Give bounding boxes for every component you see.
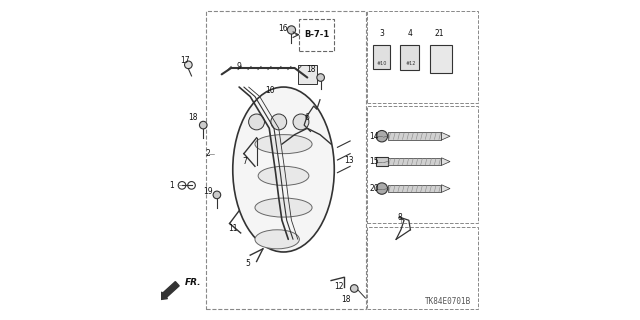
Circle shape [317, 74, 324, 81]
Text: 21: 21 [434, 28, 444, 38]
Text: 13: 13 [344, 156, 353, 164]
Bar [206, 11, 366, 309]
Polygon shape [442, 132, 450, 140]
FancyBboxPatch shape [400, 45, 419, 70]
Circle shape [376, 183, 388, 194]
Ellipse shape [255, 135, 312, 154]
FancyBboxPatch shape [373, 45, 390, 69]
Circle shape [200, 121, 207, 129]
Text: 6: 6 [305, 113, 310, 122]
Circle shape [184, 61, 192, 69]
Circle shape [213, 191, 221, 199]
Circle shape [351, 285, 358, 292]
Ellipse shape [255, 198, 312, 217]
Text: 1: 1 [170, 181, 174, 190]
Text: 2: 2 [206, 149, 211, 158]
Text: FR.: FR. [185, 278, 202, 287]
Text: 15: 15 [369, 157, 379, 166]
Circle shape [248, 114, 264, 130]
Text: 4: 4 [408, 28, 413, 38]
Text: 18: 18 [188, 113, 198, 122]
Bar [298, 65, 317, 84]
Text: TK84E0701B: TK84E0701B [424, 297, 470, 306]
Circle shape [376, 131, 388, 142]
Text: 17: 17 [180, 56, 190, 65]
Ellipse shape [255, 230, 300, 249]
Text: 7: 7 [243, 157, 247, 166]
Text: 8: 8 [397, 212, 403, 222]
Circle shape [271, 114, 287, 130]
Text: 19: 19 [203, 187, 212, 196]
Bar [367, 11, 478, 103]
Text: 9: 9 [237, 62, 242, 71]
Ellipse shape [233, 87, 334, 252]
Text: 10: 10 [266, 86, 275, 95]
Text: 16: 16 [278, 24, 287, 33]
Text: 18: 18 [342, 295, 351, 304]
Circle shape [293, 114, 309, 130]
Circle shape [287, 26, 296, 34]
Text: 11: 11 [228, 224, 237, 233]
Text: 14: 14 [369, 132, 379, 141]
Text: 20: 20 [369, 184, 379, 193]
Text: B-7-1: B-7-1 [304, 30, 330, 39]
Bar [367, 106, 478, 223]
Text: 5: 5 [246, 259, 250, 268]
FancyArrow shape [160, 282, 179, 300]
Bar [367, 227, 478, 309]
Polygon shape [442, 185, 450, 192]
Bar [376, 157, 388, 166]
Ellipse shape [258, 166, 309, 185]
FancyBboxPatch shape [430, 45, 452, 73]
Text: 3: 3 [380, 28, 384, 38]
Text: 18: 18 [307, 65, 316, 74]
FancyBboxPatch shape [300, 19, 334, 51]
Text: 12: 12 [334, 282, 344, 292]
Polygon shape [442, 158, 450, 165]
Text: #12: #12 [405, 61, 415, 66]
Text: #10: #10 [377, 61, 387, 66]
